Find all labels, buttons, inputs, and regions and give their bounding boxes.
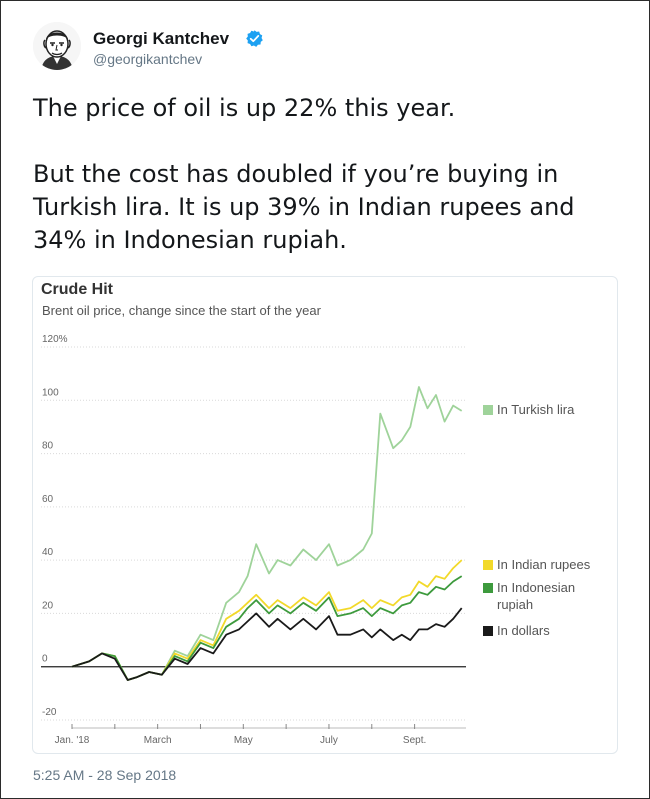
chart-image-card[interactable] [32,276,618,754]
legend-label: In dollars [497,623,550,638]
chart-title: Crude Hit [41,281,113,298]
series-line [71,559,463,681]
series-line [71,607,463,681]
x-tick-label: March [144,735,172,746]
avatar-portrait-icon [33,22,81,70]
y-tick-label: 60 [42,494,54,505]
y-tick-label: 0 [42,654,48,665]
legend-swatch [483,583,493,593]
tweet-timestamp[interactable]: 5:25 AM - 28 Sep 2018 [33,767,177,783]
x-tick-label: Jan. '18 [55,735,90,746]
y-tick-label: 40 [42,547,54,558]
y-tick-label: 100 [42,387,59,398]
legend-swatch [483,626,493,636]
x-tick-label: Sept. [403,735,426,746]
author-name[interactable]: Georgi Kantchev [93,29,230,48]
avatar[interactable] [33,22,81,70]
x-tick-label: May [234,735,253,746]
tweet-text: The price of oil is up 22% this year. Bu… [33,92,623,257]
series-line [71,575,463,681]
chart-subtitle: Brent oil price, change since the start … [42,303,321,318]
legend-label: In Indian rupees [497,557,591,572]
legend-label: In Turkish lira [497,402,575,417]
y-tick-label: 120% [42,334,68,345]
tweet-text-paragraph2: But the cost has doubled if you’re buyin… [33,160,575,254]
legend-label: rupiah [497,597,533,612]
legend-swatch [483,405,493,415]
legend-label: In Indonesian [497,580,575,595]
y-tick-label: 20 [42,600,54,611]
x-tick-label: July [320,735,338,746]
verified-badge-icon [246,30,263,47]
tweet-text-line1: The price of oil is up 22% this year. [33,94,456,122]
y-tick-label: 80 [42,441,54,452]
y-tick-label: -20 [42,707,57,718]
legend-swatch [483,560,493,570]
author-handle[interactable]: @georgikantchev [93,51,203,67]
